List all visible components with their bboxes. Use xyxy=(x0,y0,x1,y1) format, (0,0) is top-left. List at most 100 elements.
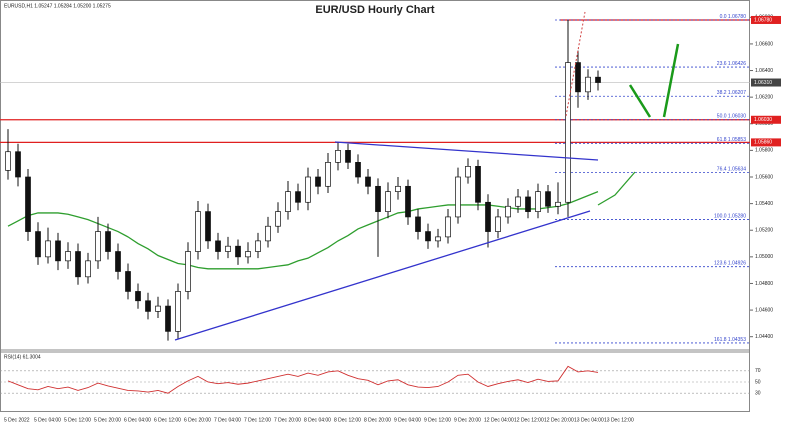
y-tick-label: 1.04400 xyxy=(755,334,773,340)
price-tag xyxy=(751,78,781,87)
x-tick-label: 9 Dec 04:00 xyxy=(394,417,421,423)
candle-body xyxy=(85,260,91,278)
candle-body xyxy=(135,291,141,302)
candle-body xyxy=(405,185,411,218)
candle-body xyxy=(155,305,161,312)
x-tick-label: 12 Dec 20:00 xyxy=(544,417,574,423)
candle-body xyxy=(435,236,441,242)
projection-arrow xyxy=(628,84,652,118)
x-tick-label: 8 Dec 04:00 xyxy=(304,417,331,423)
price-label: 1.06310 xyxy=(754,80,772,86)
fib-label: 50.0 1.06030 xyxy=(717,114,746,120)
candle-body xyxy=(425,231,431,242)
candle-body xyxy=(185,251,191,292)
fib-anchor-line xyxy=(565,11,586,117)
candle-body xyxy=(275,211,281,227)
candle-body xyxy=(235,245,241,258)
candle-body xyxy=(125,271,131,292)
chart-title: EUR/USD Hourly Chart xyxy=(315,4,435,16)
y-tick-label: 1.06400 xyxy=(755,68,773,74)
fib-label: 61.8 1.05853 xyxy=(717,137,746,143)
fib-label: 76.4 1.05634 xyxy=(717,166,746,172)
y-tick-label: 1.06200 xyxy=(755,94,773,100)
x-tick-label: 9 Dec 12:00 xyxy=(424,417,451,423)
level-tag xyxy=(751,138,781,147)
candle-body xyxy=(515,196,521,207)
candle-body xyxy=(495,216,501,232)
candle-body xyxy=(415,216,421,232)
level-tag xyxy=(751,15,781,24)
x-tick-label: 7 Dec 20:00 xyxy=(274,417,301,423)
candle-body xyxy=(555,201,561,207)
candle-body xyxy=(475,166,481,203)
candle-body xyxy=(195,211,201,252)
candle-body xyxy=(545,191,551,207)
y-tick-label: 1.05800 xyxy=(755,148,773,154)
fib-label: 161.8 1.04353 xyxy=(714,337,746,343)
rsi-tick-label: 70 xyxy=(755,368,761,374)
x-tick-label: 7 Dec 04:00 xyxy=(214,417,241,423)
candle-body xyxy=(305,176,311,203)
fib-label: 100.0 1.05280 xyxy=(714,213,746,219)
x-tick-label: 6 Dec 04:00 xyxy=(124,417,151,423)
candle-body xyxy=(385,191,391,212)
candle-body xyxy=(225,245,231,252)
x-tick-label: 8 Dec 12:00 xyxy=(334,417,361,423)
candle-body xyxy=(445,216,451,238)
candle-body xyxy=(565,62,571,203)
x-tick-label: 8 Dec 20:00 xyxy=(364,417,391,423)
moving-average xyxy=(7,191,599,270)
rsi-tick-label: 30 xyxy=(755,391,761,397)
candle-body xyxy=(315,176,321,187)
candle-body xyxy=(145,300,151,312)
candle-body xyxy=(455,176,461,218)
candle-body xyxy=(55,240,61,262)
candle-body xyxy=(175,291,181,332)
candle-body xyxy=(105,231,111,252)
support-trend-line xyxy=(174,210,591,341)
symbol-header: EURUSD,H1 1.05247 1.05284 1.05200 1.0527… xyxy=(4,3,111,9)
candle-body xyxy=(35,231,41,258)
y-tick-label: 1.04600 xyxy=(755,307,773,313)
level-tag xyxy=(751,115,781,124)
rsi-title: RSI(14) 61.3004 xyxy=(4,354,41,360)
candle-body xyxy=(585,76,591,93)
candle-body xyxy=(485,201,491,232)
candle-body xyxy=(205,211,211,242)
candle-body xyxy=(95,231,101,262)
candle-body xyxy=(45,240,51,258)
x-tick-label: 5 Dec 20:00 xyxy=(94,417,121,423)
candle-body xyxy=(525,196,531,212)
y-tick-label: 1.04800 xyxy=(755,281,773,287)
candle-body xyxy=(345,150,351,163)
candle-body xyxy=(15,151,21,178)
candle-body xyxy=(25,176,31,232)
x-tick-label: 6 Dec 20:00 xyxy=(184,417,211,423)
x-tick-label: 13 Dec 04:00 xyxy=(574,417,604,423)
fib-label: 38.2 1.06207 xyxy=(717,90,746,96)
candle-body xyxy=(255,240,261,252)
level-label: 1.05860 xyxy=(754,140,772,146)
fib-label: 23.6 1.06426 xyxy=(717,61,746,67)
candle-body xyxy=(285,191,291,212)
candle-body xyxy=(265,225,271,242)
rsi-line xyxy=(7,365,599,394)
candle-body xyxy=(75,251,81,278)
fib-label: 123.6 1.04926 xyxy=(714,261,746,267)
candle-body xyxy=(535,191,541,212)
resistance-trend-line xyxy=(334,141,599,161)
x-tick-label: 12 Dec 12:00 xyxy=(514,417,544,423)
candle-body xyxy=(5,151,11,171)
y-tick-label: 1.05000 xyxy=(755,254,773,260)
candle-body xyxy=(335,150,341,163)
y-tick-label: 1.06600 xyxy=(755,41,773,47)
candle-body xyxy=(115,251,121,272)
annotations xyxy=(174,11,680,341)
candle-body xyxy=(165,305,171,332)
x-tick-label: 7 Dec 12:00 xyxy=(244,417,271,423)
rsi-tick-label: 50 xyxy=(755,379,761,385)
candle-body xyxy=(395,185,401,192)
candle-body xyxy=(325,162,331,187)
x-tick-label: 12 Dec 04:00 xyxy=(484,417,514,423)
candle-body xyxy=(465,166,471,178)
